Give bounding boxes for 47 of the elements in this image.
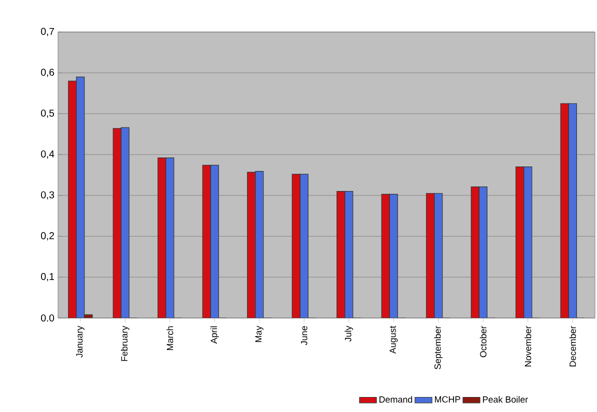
bar: [336, 191, 346, 318]
y-tick-label: 0,1: [41, 273, 54, 282]
bar: [158, 158, 166, 318]
y-tick-label: 0,4: [41, 150, 54, 159]
bar: [434, 193, 443, 318]
bar: [479, 186, 488, 318]
bar: [210, 164, 219, 318]
x-tick-label: August: [390, 326, 398, 354]
bar: [568, 103, 577, 318]
bar: [426, 193, 435, 318]
legend-label: Demand: [380, 396, 412, 403]
x-tick-label: May: [255, 326, 264, 342]
bar: [112, 128, 122, 318]
y-tick-label: 0.0: [41, 314, 54, 322]
bar: [247, 172, 256, 318]
x-tick-label: January: [76, 326, 84, 358]
bar: [381, 194, 390, 318]
bar: [471, 186, 480, 318]
x-tick-label: February: [120, 326, 130, 361]
y-tick-label: 0,7: [41, 28, 54, 36]
y-tick-label: 0,2: [41, 232, 54, 240]
x-tick-label: September: [434, 326, 443, 370]
bar: [76, 76, 85, 318]
bar: [255, 171, 264, 318]
bar: [166, 158, 174, 318]
x-tick-label: March: [166, 326, 174, 350]
legend-label: MCHP: [435, 396, 460, 403]
bar: [389, 194, 398, 318]
bar: [524, 166, 532, 318]
x-tick-label: December: [569, 326, 576, 366]
legend-label: Peak Boiler: [482, 396, 528, 403]
bar: [202, 164, 211, 318]
bar: [560, 103, 569, 318]
x-tick-label: July: [344, 326, 354, 342]
x-tick-label: June: [300, 326, 308, 346]
x-tick-label: October: [480, 326, 486, 358]
x-tick-label: April: [210, 326, 219, 344]
bar: [292, 174, 300, 318]
bar: [120, 127, 130, 318]
y-tick-label: 0,5: [41, 110, 54, 118]
y-tick-label: 0,3: [41, 191, 54, 200]
bar: [516, 166, 524, 318]
y-tick-label: 0,6: [41, 68, 54, 77]
x-tick-label: November: [524, 326, 532, 366]
bar: [300, 174, 308, 318]
bar: [68, 80, 77, 318]
bar: [344, 191, 354, 318]
